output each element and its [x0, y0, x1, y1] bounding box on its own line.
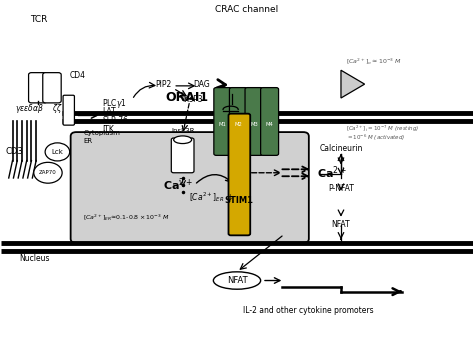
Text: PLC$\gamma$1: PLC$\gamma$1 — [102, 97, 127, 110]
Text: SLP-76: SLP-76 — [102, 116, 128, 125]
Text: ORAI1: ORAI1 — [165, 91, 209, 104]
Text: InsP3R: InsP3R — [171, 128, 194, 134]
Text: $[Ca^{2+}]_o \approx 10^{-3}$ M: $[Ca^{2+}]_o \approx 10^{-3}$ M — [346, 57, 401, 67]
Text: M3: M3 — [250, 122, 258, 127]
Text: CD3: CD3 — [5, 147, 23, 156]
Text: Calcineurin: Calcineurin — [319, 144, 363, 153]
Text: $[Ca^{2+}]_{ER}$ $\downarrow$: $[Ca^{2+}]_{ER}$ $\downarrow$ — [189, 190, 233, 204]
Text: ZAP70: ZAP70 — [39, 170, 57, 175]
FancyBboxPatch shape — [214, 88, 232, 155]
Ellipse shape — [173, 136, 191, 143]
FancyBboxPatch shape — [261, 88, 279, 155]
Text: InsP3: InsP3 — [182, 95, 202, 104]
Text: $[Ca^{2+}]_{ER}$≈$0.1$-$0.8 \times10^{-3}$ M: $[Ca^{2+}]_{ER}$≈$0.1$-$0.8 \times10^{-3… — [83, 213, 170, 223]
Text: Lck: Lck — [52, 149, 64, 155]
Text: DAG: DAG — [193, 80, 210, 89]
FancyBboxPatch shape — [228, 114, 250, 235]
Text: LAT: LAT — [102, 107, 116, 117]
Text: $\zeta\zeta$: $\zeta\zeta$ — [52, 102, 63, 115]
FancyBboxPatch shape — [71, 132, 309, 243]
Text: M4: M4 — [265, 122, 273, 127]
Text: M2: M2 — [235, 122, 242, 127]
FancyBboxPatch shape — [43, 73, 61, 103]
Text: Cytoplasm: Cytoplasm — [83, 130, 120, 136]
Text: TCR: TCR — [30, 15, 47, 24]
Text: $= 10^{-6}$ M (activated): $= 10^{-6}$ M (activated) — [346, 133, 405, 143]
Circle shape — [34, 162, 62, 183]
Text: PIP2: PIP2 — [155, 80, 172, 89]
Text: $\gamma\epsilon\epsilon\delta$: $\gamma\epsilon\epsilon\delta$ — [15, 102, 34, 115]
Text: ITK: ITK — [102, 125, 114, 134]
Ellipse shape — [213, 272, 261, 289]
Text: M1: M1 — [219, 122, 227, 127]
Text: CD4: CD4 — [69, 71, 85, 80]
Text: Nucleus: Nucleus — [19, 254, 50, 263]
Circle shape — [45, 143, 70, 161]
Text: CRAC channel: CRAC channel — [215, 5, 278, 14]
Text: Ca$^{2+}$: Ca$^{2+}$ — [163, 177, 193, 193]
Text: IL-2 and other cytokine promoters: IL-2 and other cytokine promoters — [243, 306, 373, 314]
FancyBboxPatch shape — [171, 138, 194, 173]
FancyBboxPatch shape — [28, 73, 47, 103]
FancyBboxPatch shape — [245, 88, 263, 155]
FancyBboxPatch shape — [63, 95, 74, 125]
FancyBboxPatch shape — [229, 88, 247, 155]
Polygon shape — [341, 70, 365, 98]
Text: NFAT: NFAT — [227, 276, 247, 285]
Text: P-NFAT: P-NFAT — [328, 184, 354, 193]
Text: NFAT: NFAT — [332, 221, 350, 229]
Text: Ca$^{2+}$: Ca$^{2+}$ — [318, 164, 347, 181]
Text: ER: ER — [83, 139, 92, 144]
Text: $[Ca^{2+}]_i = 10^{-7}$ M (resting): $[Ca^{2+}]_i = 10^{-7}$ M (resting) — [346, 124, 419, 134]
Text: $\alpha\beta$: $\alpha\beta$ — [32, 102, 44, 115]
Text: STIM1: STIM1 — [225, 196, 254, 205]
